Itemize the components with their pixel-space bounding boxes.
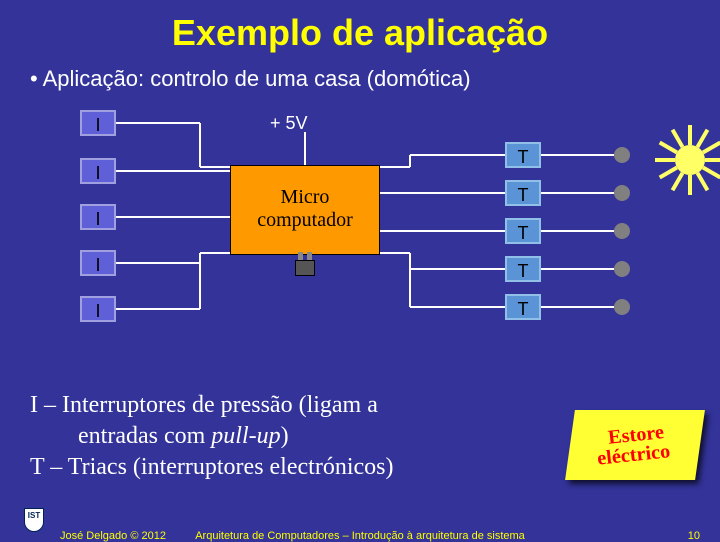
triac-box-3: T <box>505 256 541 282</box>
micro-computer-box: Micro computador <box>230 165 380 255</box>
sun-ray <box>696 129 709 148</box>
wire <box>380 192 410 194</box>
wire <box>410 306 505 308</box>
wire <box>410 230 505 232</box>
sun-ray <box>702 166 720 179</box>
wire <box>410 154 505 156</box>
wire <box>200 166 230 168</box>
power-plug-icon <box>290 258 320 278</box>
legend1a: I – Interruptores de pressão (ligam a <box>30 392 378 418</box>
wire <box>200 252 230 254</box>
wire <box>380 166 410 168</box>
sun-ray <box>659 141 678 154</box>
sun-ray <box>688 125 692 145</box>
footer-page: 10 <box>688 530 700 542</box>
input-box-3: I <box>80 250 116 276</box>
legend1d: ) <box>281 423 289 449</box>
wire <box>541 268 614 270</box>
wire <box>380 230 410 232</box>
wire <box>380 252 410 254</box>
wire <box>116 216 200 218</box>
micro-line1: Micro <box>231 186 379 209</box>
diagram-area: + 5V Micro computador IIIIITTTTT <box>60 110 660 380</box>
wire <box>304 132 306 165</box>
wire <box>116 308 200 310</box>
light-icon <box>650 120 720 200</box>
voltage-label: + 5V <box>270 113 308 134</box>
wire <box>199 253 201 309</box>
wire <box>541 154 614 156</box>
triac-box-0: T <box>505 142 541 168</box>
wire <box>541 306 614 308</box>
sun-ray <box>702 141 720 154</box>
page-title: Exemplo de aplicação <box>0 0 720 54</box>
legend1b: entradas com <box>78 423 211 449</box>
input-box-2: I <box>80 204 116 230</box>
input-box-0: I <box>80 110 116 136</box>
wire <box>116 262 200 264</box>
sun-ray <box>655 158 675 162</box>
output-dot-0 <box>614 147 630 163</box>
sun-ray <box>671 172 684 191</box>
wire <box>541 192 614 194</box>
output-dot-3 <box>614 261 630 277</box>
estore-banner: Estore eléctrico <box>565 410 705 480</box>
input-box-4: I <box>80 296 116 322</box>
wire <box>199 123 201 167</box>
wire <box>200 216 230 218</box>
institution-logo: IST <box>24 508 44 532</box>
wire <box>541 230 614 232</box>
output-dot-2 <box>614 223 630 239</box>
sun-ray <box>671 129 684 148</box>
footer-title: Arquitetura de Computadores – Introdução… <box>0 530 720 542</box>
output-dot-1 <box>614 185 630 201</box>
wire <box>409 253 411 307</box>
wire <box>410 192 505 194</box>
wire <box>116 170 200 172</box>
wire <box>410 268 505 270</box>
sun-ray <box>705 158 720 162</box>
wire <box>409 155 411 167</box>
micro-line2: computador <box>231 209 379 232</box>
sun-ray <box>696 172 709 191</box>
triac-box-4: T <box>505 294 541 320</box>
triac-box-2: T <box>505 218 541 244</box>
wire <box>200 170 230 172</box>
input-box-1: I <box>80 158 116 184</box>
legend-block: I – Interruptores de pressão (ligam a en… <box>30 390 540 484</box>
estore-line2: eléctrico <box>596 441 671 468</box>
output-dot-4 <box>614 299 630 315</box>
sun-ray <box>659 166 678 179</box>
legend1c: pull-up <box>211 423 280 449</box>
triac-box-1: T <box>505 180 541 206</box>
sun-ray <box>688 175 692 195</box>
legend2: T – Triacs (interruptores electrónicos) <box>30 454 393 480</box>
wire <box>116 122 200 124</box>
bullet-text: • Aplicação: controlo de uma casa (domót… <box>0 54 720 92</box>
